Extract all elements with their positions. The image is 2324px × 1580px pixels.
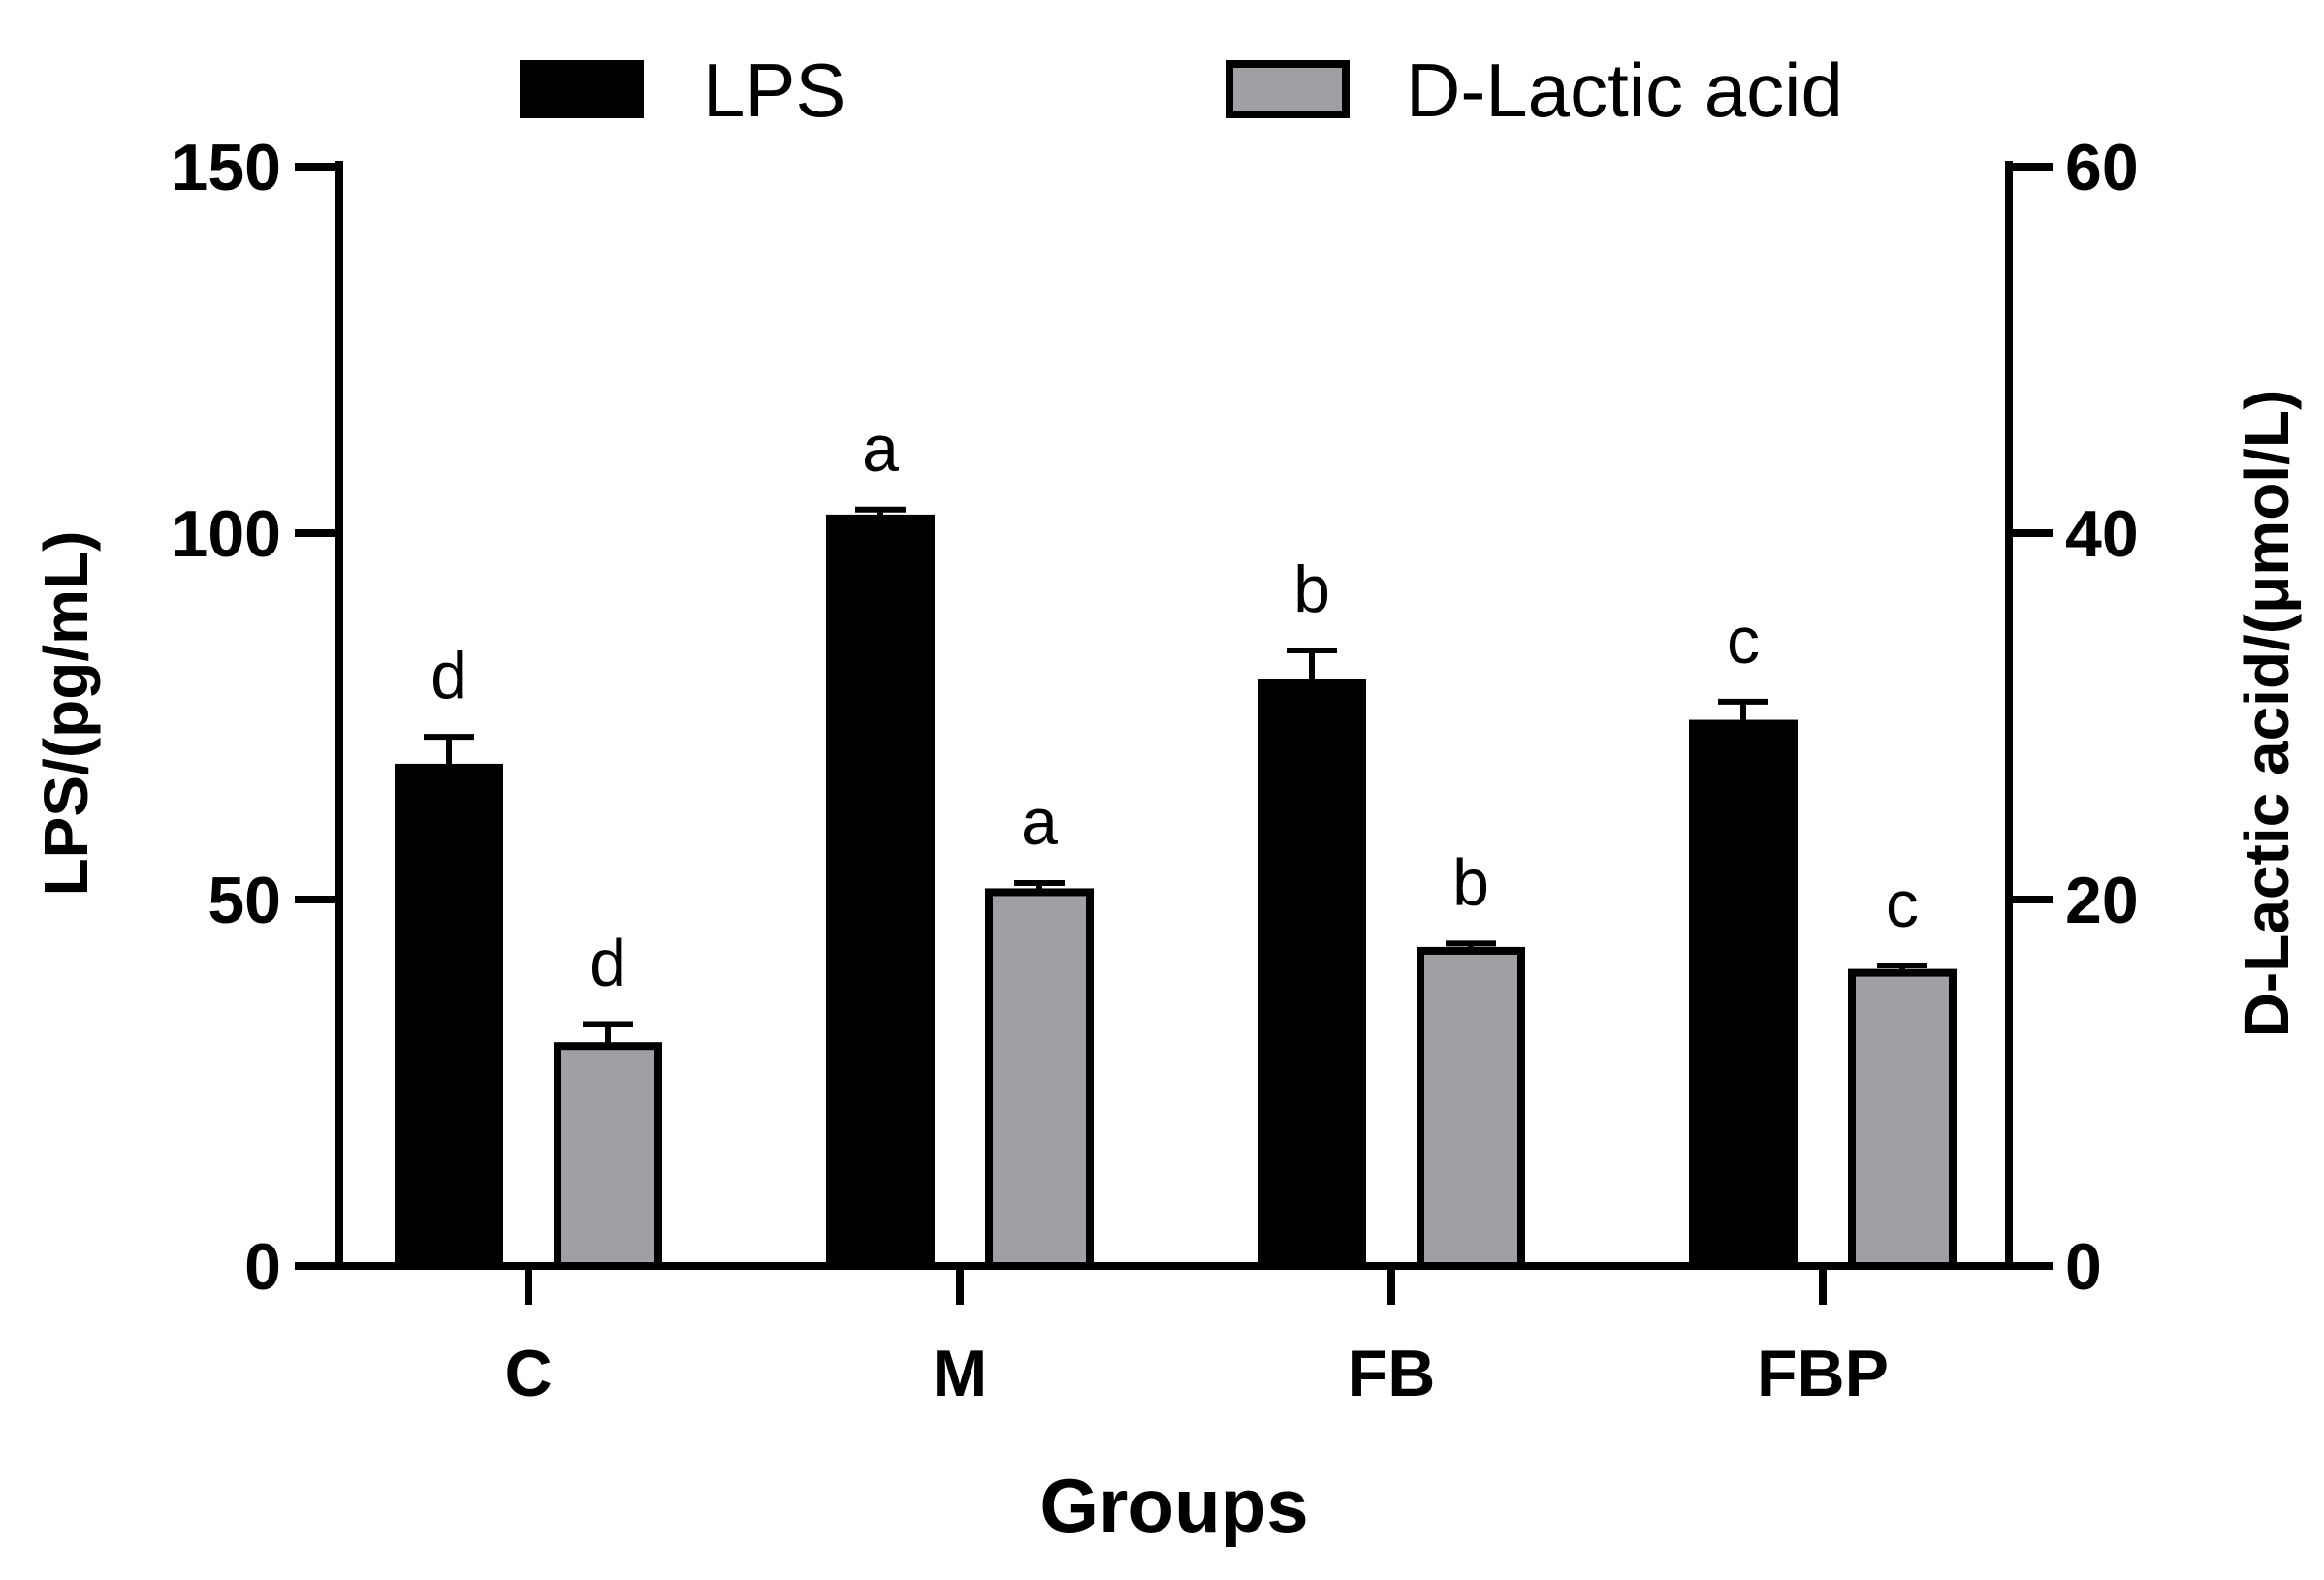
error-bar-d-lactic-acid-fbp (1877, 963, 1927, 973)
right-tick-label-40: 40 (2065, 497, 2139, 571)
bar-d-lactic-acid-m (985, 888, 1094, 1270)
bar-d-lactic-acid-c (554, 1042, 662, 1270)
legend-item-d-lactic-acid: D-Lactic acid (1226, 47, 1843, 133)
error-bar-d-lactic-acid-c (583, 1021, 633, 1047)
error-bar-lps-m (855, 506, 906, 519)
legend-item-lps: LPS (520, 47, 845, 133)
right-tick-label-0: 0 (2065, 1230, 2102, 1304)
right-tick-label-60: 60 (2065, 131, 2139, 205)
bar-d-lactic-acid-fbp (1848, 968, 1957, 1270)
x-tick-label-c: C (504, 1337, 552, 1410)
error-bar-lps-c (424, 734, 474, 768)
significance-labels: d a b c d a b c (430, 412, 1919, 1000)
legend-label-d-lactic-acid: D-Lactic acid (1406, 47, 1843, 133)
x-axis-ticks: C M FB FBP (504, 1266, 1889, 1410)
error-bars (424, 506, 1927, 1047)
bars (395, 514, 1957, 1270)
right-axis-ticks: 0 20 40 60 (2009, 131, 2139, 1304)
bar-d-lactic-acid-fb (1417, 946, 1525, 1270)
significance-lps-c: d (430, 639, 467, 712)
x-tick-label-fb: FB (1348, 1337, 1436, 1410)
left-tick-label-0: 0 (244, 1230, 281, 1304)
significance-d-lactic-acid-m: a (1021, 785, 1058, 859)
error-bar-lps-fb (1287, 647, 1337, 683)
bar-lps-c (395, 763, 503, 1270)
axes (335, 161, 2013, 1270)
bar-lps-fbp (1689, 719, 1798, 1270)
left-tick-label-100: 100 (172, 497, 281, 571)
significance-d-lactic-acid-c: d (589, 927, 626, 1000)
legend-swatch-d-lactic-acid (1226, 60, 1350, 118)
legend-label-lps: LPS (703, 47, 845, 133)
x-tick-label-fbp: FBP (1757, 1337, 1889, 1410)
x-axis-title: Groups (1039, 1463, 1308, 1548)
bar-lps-m (826, 514, 935, 1270)
error-bar-lps-fbp (1718, 698, 1768, 724)
right-tick-label-20: 20 (2065, 864, 2139, 937)
left-tick-label-50: 50 (207, 864, 281, 937)
left-axis-ticks: 0 50 100 150 (172, 131, 339, 1304)
error-bar-d-lactic-acid-m (1014, 879, 1065, 893)
y-axis-title-right: D-Lactic acid/(μmol/L) (2232, 390, 2302, 1038)
y-axis-title-left: LPS/(pg/mL) (31, 531, 101, 897)
bar-lps-fb (1258, 679, 1366, 1270)
significance-lps-m: a (862, 412, 899, 486)
significance-d-lactic-acid-fb: b (1452, 845, 1489, 919)
significance-lps-fbp: c (1727, 604, 1760, 678)
left-tick-label-150: 150 (172, 131, 281, 205)
legend: LPS D-Lactic acid (520, 47, 1843, 133)
error-bar-d-lactic-acid-fb (1446, 940, 1496, 951)
x-tick-label-m: M (933, 1337, 988, 1410)
legend-swatch-lps (520, 60, 644, 118)
significance-lps-fb: b (1293, 553, 1330, 626)
significance-d-lactic-acid-fbp: c (1886, 868, 1919, 941)
